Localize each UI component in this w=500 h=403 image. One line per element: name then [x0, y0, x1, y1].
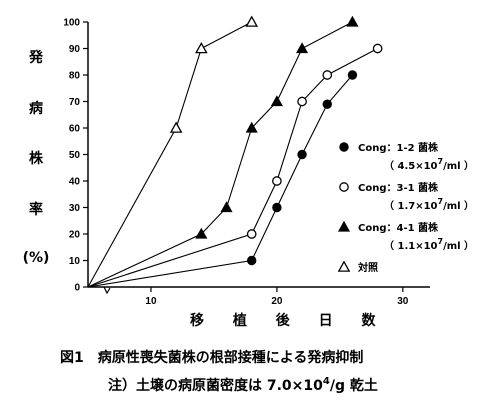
data-point-filled-triangle — [270, 95, 283, 107]
data-point-filled-circle — [272, 202, 282, 213]
series-line-4 — [87, 21, 252, 288]
y-tick-label: 0 — [74, 283, 80, 294]
y-tick-label: 40 — [69, 177, 81, 188]
legend-entry-4: 対照 — [357, 261, 378, 274]
data-point-open-circle — [372, 43, 383, 54]
y-tick-label: 30 — [69, 203, 81, 214]
x-axis-label: 移 植 後 日 数 — [190, 312, 388, 329]
data-point-filled-circle — [347, 70, 358, 80]
y-tick-label: 50 — [69, 150, 81, 161]
data-point-open-circle — [339, 182, 349, 192]
y-axis-label: 発 病 株 率 (%) — [23, 49, 50, 266]
y-label-char-2: 病 — [29, 100, 43, 117]
data-point-filled-circle — [339, 142, 349, 152]
caption-line-2-suffix: /g 乾土 — [330, 377, 378, 394]
y-tick-label: 90 — [69, 44, 81, 55]
data-point-open-triangle — [195, 41, 208, 54]
series-line-1 — [87, 74, 353, 288]
y-label-unit: (%) — [23, 250, 50, 266]
data-point-filled-circle — [247, 255, 257, 266]
caption: 図1 病原性喪失菌株の根部接種による発病抑制 注）土壌の病原菌密度は 7.0×1… — [60, 349, 378, 394]
data-point-open-circle — [246, 229, 257, 239]
y-tick-label: 70 — [69, 97, 81, 108]
data-point-filled-triangle — [296, 42, 309, 54]
caption-line-2-exponent: 4 — [323, 376, 330, 387]
x-tick-label: 20 — [271, 296, 283, 307]
y-label-char-3: 株 — [29, 150, 44, 167]
x-ticks: 10 20 30 — [145, 287, 409, 307]
y-ticks: 0 10 20 30 40 50 60 70 80 90 100 — [63, 18, 88, 294]
data-point-filled-triangle — [337, 220, 351, 232]
data-point-filled-triangle — [245, 121, 258, 133]
y-label-char-4: 率 — [29, 201, 43, 218]
legend-entry-3: Cong：4-1 菌株 — [358, 221, 439, 234]
y-tick-label: 10 — [69, 256, 81, 267]
data-point-filled-circle — [322, 99, 332, 109]
caption-line-2-prefix: 注）土壌の病原菌密度は 7.0×10 — [108, 377, 323, 394]
data-point-filled-triangle — [195, 227, 208, 239]
caption-line-1: 図1 病原性喪失菌株の根部接種による発病抑制 — [60, 349, 363, 366]
legend-conc-3: （ 1.1×107/ml ） — [384, 237, 474, 252]
data-point-filled-triangle — [346, 15, 359, 27]
data-point-open-circle — [297, 96, 307, 107]
data-point-filled-circle — [297, 149, 307, 160]
y-tick-label: 100 — [63, 18, 80, 29]
legend-entry-1: Cong：1-2 菌株 — [358, 141, 439, 154]
y-label-char-1: 発 — [28, 49, 44, 66]
data-point-open-triangle — [245, 15, 259, 27]
plot-area — [87, 15, 383, 288]
series-line-3 — [87, 21, 353, 288]
legend-entry-2: Cong：3-1 菌株 — [358, 181, 439, 194]
data-point-open-circle — [272, 176, 282, 186]
x-tick-label: 10 — [145, 296, 157, 307]
data-point-open-triangle — [169, 121, 183, 133]
data-point-open-triangle — [337, 260, 351, 272]
caption-line-2: 注）土壌の病原菌密度は 7.0×104/g 乾土 — [108, 376, 378, 394]
data-point-filled-triangle — [220, 201, 233, 213]
y-tick-label: 60 — [69, 124, 81, 135]
x-tick-label: 30 — [397, 296, 409, 307]
legend-conc-2: （ 1.7×107/ml ） — [384, 197, 474, 212]
axis-break-mark — [103, 286, 111, 295]
series-line-2 — [87, 48, 378, 288]
y-tick-label: 80 — [69, 71, 81, 82]
legend-conc-1: （ 4.5×107/ml ） — [384, 157, 474, 172]
data-point-open-circle — [322, 70, 333, 80]
axes: 0 10 20 30 40 50 60 70 80 90 100 10 20 30 — [63, 18, 430, 307]
legend: Cong：1-2 菌株 （ 4.5×107/ml ） Cong：3-1 菌株 （ 1.… — [337, 141, 474, 274]
y-tick-label: 20 — [69, 230, 81, 241]
